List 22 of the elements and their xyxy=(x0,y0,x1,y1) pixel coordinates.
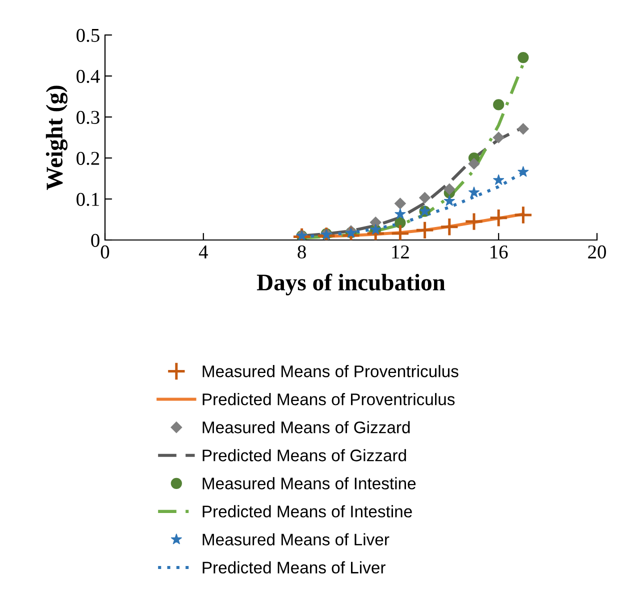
x-tick-label: 8 xyxy=(298,245,306,259)
x-tick-label: 16 xyxy=(490,245,508,259)
legend-label: Measured Means of Gizzard xyxy=(202,421,410,434)
y-tick-label: 0.5 xyxy=(76,28,100,42)
x-tick-label: 0 xyxy=(100,245,110,259)
legend-label: Predicted Means of Gizzard xyxy=(202,449,406,462)
x-tick-label: 20 xyxy=(588,245,606,259)
y-axis-title: Weight (g) xyxy=(46,86,68,190)
y-tick-label: 0 xyxy=(91,234,100,247)
y-tick-label: 0.3 xyxy=(76,110,100,124)
x-tick-label: 4 xyxy=(198,246,208,258)
legend-label: Measured Means of Liver xyxy=(202,533,390,546)
legend-label: Measured Means of Proventriculus xyxy=(202,365,458,378)
legend-label: Predicted Means of Intestine xyxy=(202,505,412,518)
y-tick-label: 0.2 xyxy=(76,152,100,166)
legend-label: Predicted Means of Proventriculus xyxy=(202,393,455,406)
y-tick-label: 0.1 xyxy=(76,192,99,206)
y-tick-label: 0.4 xyxy=(76,70,100,84)
legend-label: Measured Means of Intestine xyxy=(202,477,416,490)
legend-label: Predicted Means of Liver xyxy=(202,561,386,574)
x-axis-title: Days of incubation xyxy=(256,274,446,296)
x-tick-label: 12 xyxy=(392,245,409,258)
